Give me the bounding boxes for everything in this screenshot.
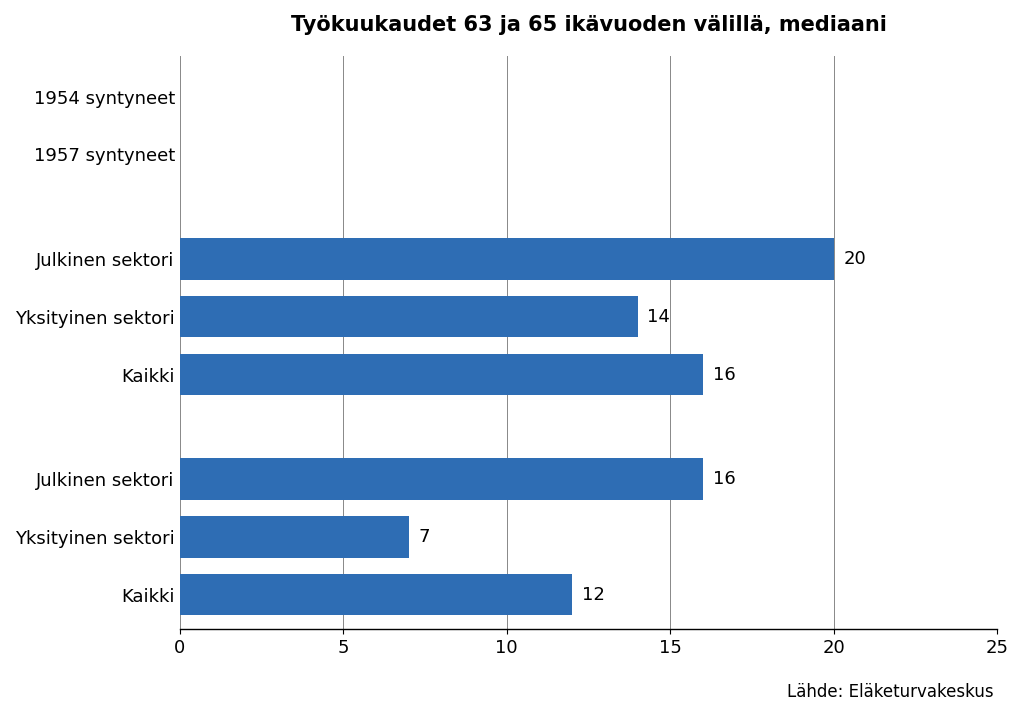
Bar [179, 516, 409, 558]
Text: 16: 16 [713, 365, 735, 383]
Bar [179, 238, 834, 280]
Bar [179, 354, 703, 395]
Title: Työkuukaudet 63 ja 65 ikävuoden välillä, mediaani: Työkuukaudet 63 ja 65 ikävuoden välillä,… [291, 15, 887, 35]
Text: 16: 16 [713, 470, 735, 488]
Text: 14: 14 [647, 307, 671, 325]
Text: 20: 20 [844, 250, 866, 267]
Bar [179, 573, 572, 616]
Bar [179, 296, 638, 337]
Text: 12: 12 [582, 586, 605, 603]
Text: 7: 7 [419, 528, 430, 546]
Bar [179, 458, 703, 500]
Text: Lähde: Eläketurvakeskus: Lähde: Eläketurvakeskus [786, 683, 993, 701]
